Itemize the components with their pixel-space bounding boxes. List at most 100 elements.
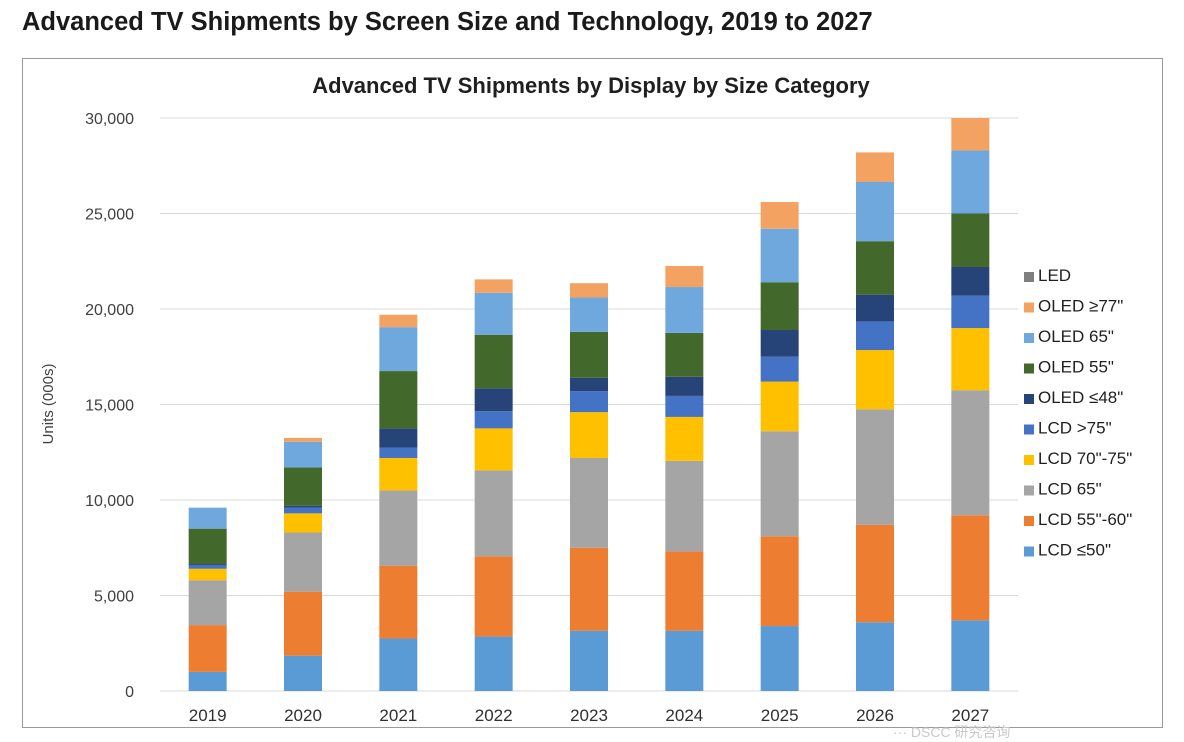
legend-swatch: [1024, 485, 1034, 496]
bar-segment: [379, 447, 418, 458]
bar-segment: [856, 622, 894, 691]
y-tick-label: 10,000: [85, 493, 134, 510]
bar-segment: [760, 202, 799, 229]
x-tick-label: 2023: [570, 706, 608, 725]
bar-segment: [570, 377, 608, 392]
legend-label: LCD ≤50": [1038, 541, 1111, 560]
y-axis-label: Units (000s): [40, 364, 57, 445]
bar-segment: [856, 294, 894, 322]
y-tick-label: 15,000: [85, 398, 134, 415]
bar-segment: [570, 630, 608, 691]
bar-segment: [951, 295, 990, 329]
bar-segment: [570, 297, 608, 332]
x-tick-label: 2020: [284, 706, 322, 725]
bar-segment: [951, 213, 990, 267]
bar-segment: [951, 515, 990, 621]
bar-segment: [856, 152, 894, 182]
x-tick-label: 2019: [189, 706, 227, 725]
bar-segment: [570, 283, 608, 298]
legend-label: LCD 65": [1038, 480, 1102, 499]
bar-segment: [665, 332, 704, 377]
page-title: Advanced TV Shipments by Screen Size and…: [22, 8, 873, 36]
bar-segment: [284, 467, 322, 506]
bar-segment: [760, 626, 799, 691]
bar-segment: [379, 428, 418, 448]
legend-swatch: [1024, 394, 1034, 404]
bar-segment: [665, 551, 704, 631]
bar-segment: [474, 428, 513, 471]
bar-segment: [188, 528, 227, 564]
legend-swatch: [1024, 455, 1034, 465]
bar-segment: [379, 565, 418, 639]
chart-title: Advanced TV Shipments by Display by Size…: [312, 73, 870, 98]
bar-segment: [951, 118, 990, 151]
watermark-text: ··· DSCC 研究咨询: [893, 724, 1011, 740]
bar-segment: [379, 327, 418, 372]
bar-segment: [379, 457, 418, 491]
bar-segment: [951, 620, 990, 691]
x-tick-label: 2025: [761, 706, 799, 725]
legend-swatch: [1024, 302, 1034, 313]
bar-segment: [284, 655, 322, 691]
bar-segment: [188, 564, 227, 569]
bar-segment: [188, 625, 227, 672]
bar-segment: [665, 630, 704, 691]
bar-segment: [474, 388, 513, 412]
bar-segment: [665, 395, 704, 417]
bar-segment: [665, 460, 704, 552]
bar-segment: [379, 371, 418, 429]
bar-segment: [665, 376, 704, 396]
bar-segment: [665, 287, 704, 333]
bar-segment: [284, 591, 322, 656]
legend-label: OLED 65": [1038, 327, 1114, 346]
bar-segment: [284, 437, 322, 442]
bar-segment: [570, 547, 608, 631]
legend-label: LCD 70"-75": [1038, 449, 1132, 468]
bar-segment: [474, 411, 513, 429]
bar-segment: [570, 391, 608, 413]
bar-segment: [760, 282, 799, 331]
bar-segment: [760, 431, 799, 537]
legend-swatch: [1024, 272, 1034, 282]
bar-segment: [951, 150, 990, 214]
y-tick-label: 25,000: [85, 207, 134, 224]
bar-segment: [188, 507, 227, 529]
bar-segment: [665, 266, 704, 288]
legend-swatch: [1024, 333, 1034, 343]
legend-swatch: [1024, 516, 1034, 526]
bar-segment: [284, 441, 322, 468]
bar-segment: [188, 568, 227, 581]
legend-label: LCD >75": [1038, 419, 1112, 438]
x-tick-label: 2026: [856, 706, 894, 725]
bar-segment: [665, 416, 704, 461]
bar-segment: [188, 563, 227, 565]
legend-label: OLED 55": [1038, 358, 1114, 377]
legend-label: LCD 55"-60": [1038, 510, 1132, 529]
legend-swatch: [1024, 424, 1034, 435]
bar-segment: [570, 331, 608, 378]
bar-segment: [951, 266, 990, 296]
bar-segment: [379, 638, 418, 691]
bar-segment: [284, 507, 322, 514]
bar-segment: [760, 330, 799, 357]
bar-segment: [284, 532, 322, 592]
bar-segment: [951, 390, 990, 516]
bar-segment: [856, 321, 894, 351]
bar-segment: [856, 524, 894, 623]
bar-segment: [570, 412, 608, 458]
bar-segment: [474, 279, 513, 293]
bar-segment: [379, 314, 418, 328]
bar-segment: [760, 356, 799, 382]
bar-segment: [760, 536, 799, 627]
y-tick-label: 20,000: [85, 302, 134, 319]
bar-segment: [474, 556, 513, 637]
bar-segment: [474, 470, 513, 557]
x-tick-label: 2021: [379, 706, 417, 725]
legend-label: OLED ≥77": [1038, 297, 1123, 316]
bar-segment: [760, 228, 799, 283]
bar-segment: [474, 636, 513, 691]
legend-swatch: [1024, 363, 1034, 374]
y-tick-label: 30,000: [85, 111, 134, 128]
x-tick-label: 2022: [475, 706, 513, 725]
